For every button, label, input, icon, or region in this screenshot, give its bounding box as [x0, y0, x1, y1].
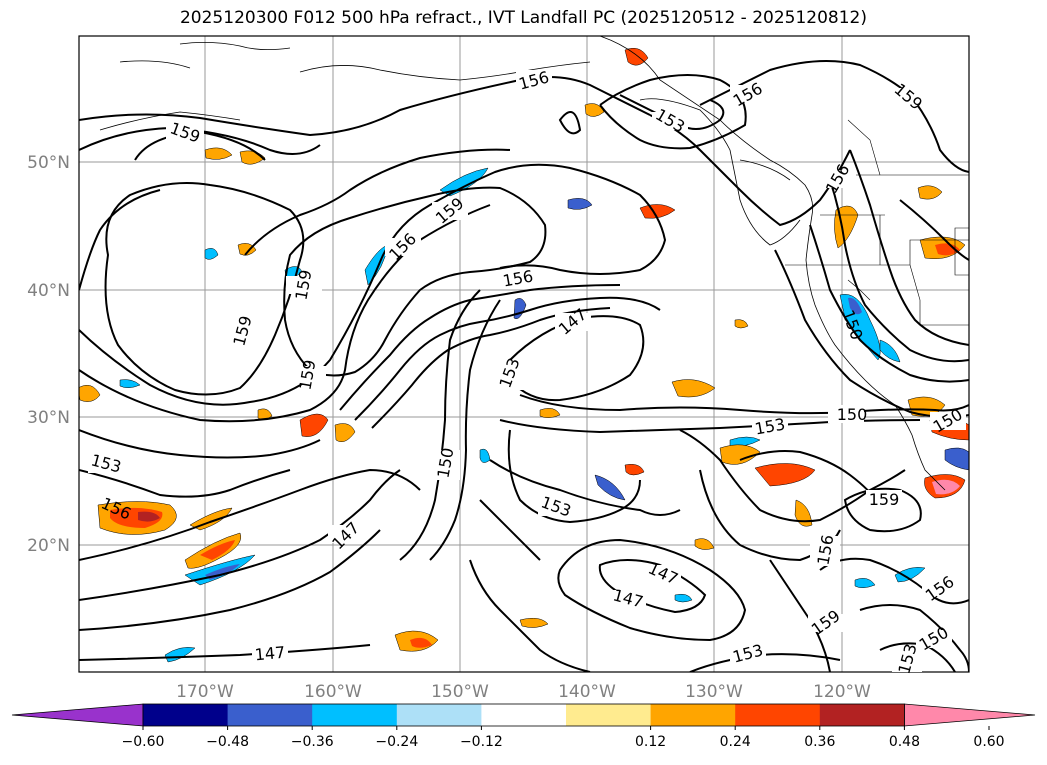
lon-label: 130°W: [685, 682, 743, 702]
colorbar-tick-label: 0.36: [804, 734, 835, 750]
colorbar-tick-label: −0.36: [291, 734, 334, 750]
shaded-patches: [79, 48, 969, 663]
colorbar-extend-max: [904, 703, 1036, 727]
lat-label: 50°N: [27, 153, 70, 173]
colorbar-tick-label: −0.12: [460, 734, 503, 750]
colorbar-tick-label: −0.60: [122, 734, 165, 750]
map-frame: [78, 35, 970, 673]
colorbar-segment: [650, 704, 736, 726]
colorbar-ticks: −0.60 −0.48 −0.36 −0.24 −0.12 0.12 0.24 0.36 0.4…: [122, 726, 1005, 750]
colorbar-segment: [227, 704, 313, 726]
colorbar-segment: [735, 704, 821, 726]
lat-label: 40°N: [27, 281, 70, 301]
colorbar: −0.60 −0.48 −0.36 −0.24 −0.12 0.12 0.24 0.36 0.4…: [11, 703, 1036, 750]
colorbar-tick-label: −0.48: [206, 734, 249, 750]
longitude-labels: 170°W 160°W 150°W 140°W 130°W 120°W: [176, 682, 871, 702]
lon-label: 140°W: [558, 682, 616, 702]
coastlines: [99, 36, 946, 491]
colorbar-tick-label: 0.12: [635, 734, 666, 750]
colorbar-segment: [143, 704, 229, 726]
colorbar-segment: [396, 704, 482, 726]
lat-label: 30°N: [27, 408, 70, 428]
height-contours: [79, 60, 969, 672]
colorbar-segment: [312, 704, 398, 726]
lat-label: 20°N: [27, 536, 70, 556]
lon-label: 120°W: [813, 682, 871, 702]
colorbar-tick-label: 0.48: [889, 734, 920, 750]
latitude-labels: 50°N 40°N 30°N 20°N: [27, 153, 70, 556]
lon-label: 160°W: [304, 682, 362, 702]
colorbar-tick-label: 0.60: [973, 734, 1004, 750]
contour-label: 159: [869, 490, 900, 509]
lon-label: 170°W: [176, 682, 234, 702]
plot-title: 2025120300 F012 500 hPa refract., IVT La…: [179, 8, 867, 28]
lon-label: 150°W: [431, 682, 489, 702]
contour-label: 150: [837, 405, 868, 424]
colorbar-segment: [819, 704, 905, 726]
colorbar-segment: [566, 704, 652, 726]
colorbar-frame: [142, 703, 905, 727]
colorbar-extend-min: [11, 703, 144, 727]
colorbar-segments: [11, 703, 1036, 727]
contour-label: 147: [254, 643, 286, 665]
colorbar-tick-label: −0.24: [375, 734, 418, 750]
colorbar-tick-label: 0.24: [720, 734, 751, 750]
colorbar-segment: [481, 704, 567, 726]
